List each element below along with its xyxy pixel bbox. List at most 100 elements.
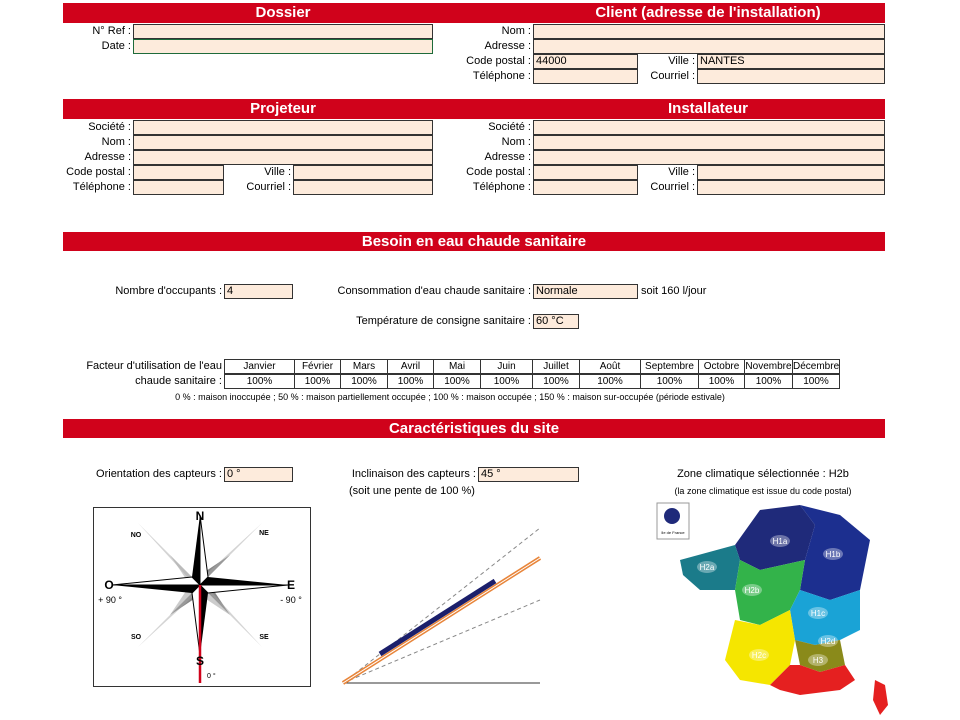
field-label: Téléphone : [472,70,531,82]
zone-label: H1b [826,550,841,559]
field-label: Téléphone : [472,181,531,193]
field-label: Courriel : [246,181,291,193]
field-label: Ville : [668,166,695,178]
section-bar [63,99,885,119]
zone-badge [749,649,769,661]
input-field [133,135,433,150]
input-field [133,150,433,165]
month-header: Août [579,359,641,374]
zone-label: H2b [745,586,760,595]
field-value: 0 ° [224,467,293,482]
input-field [293,165,433,180]
input-field [697,165,885,180]
field-label: Nom : [101,136,131,148]
field-label: Température de consigne sanitaire : [356,315,531,327]
input-field [293,180,433,195]
text: 0 % : maison inoccupée ; 50 % : maison p… [175,392,725,402]
zone-label: H1a [773,537,788,546]
field-label: Inclinaison des capteurs : [351,468,476,480]
section-title: Installateur [667,100,749,117]
usage-factor: 100% [480,374,533,389]
field-value: 60 °C [533,314,579,329]
section-bar [63,419,885,438]
compass-angle: + 90 ° [98,595,122,605]
text: (soit une pente de 100 %) [349,485,475,497]
month-header: Février [294,359,341,374]
zone-badge [818,635,838,647]
zone-label: H3 [813,656,824,665]
month-header: Juin [480,359,533,374]
month-header: Novembre [744,359,793,374]
compass-label: N [196,509,205,523]
field-label: Date : [101,40,131,52]
input-field [533,150,885,165]
field-label: Nombre d'occupants : [115,285,222,297]
month-header: Mai [433,359,481,374]
zone-badge [697,561,717,573]
field-label: chaude sanitaire : [135,375,222,387]
zone-badge [823,548,843,560]
usage-factor: 100% [294,374,341,389]
text: Zone climatique sélectionnée : H2b [677,468,849,480]
month-header: Juillet [532,359,580,374]
field-label: Nom : [501,25,531,37]
input-field [133,165,224,180]
zone-label: H1c [811,609,825,618]
zone-label: H2d [821,637,836,646]
section-title: Dossier [255,4,311,21]
compass-angle: - 90 ° [280,595,302,605]
map-inset-label: Ile de France [661,530,685,535]
month-header: Avril [387,359,434,374]
input-field [697,69,885,84]
field-label: Ville : [264,166,291,178]
input-field [133,24,433,39]
field-label: N° Ref : [92,25,131,37]
field-value: 45 ° [478,467,579,482]
input-field [533,120,885,135]
input-field [133,39,433,54]
zone-label: H2c [752,651,766,660]
field-label: Adresse : [484,40,531,52]
field-value: Normale [533,284,638,299]
field-label: Adresse : [84,151,131,163]
field-label: Adresse : [484,151,531,163]
input-field [533,135,885,150]
usage-factor: 100% [340,374,388,389]
compass-label: NO [131,532,142,539]
compass: N NE E SE S SO O NO + 90 ° - 90 ° 0 ° [93,507,311,687]
field-label: Courriel : [650,70,695,82]
month-header: Mars [340,359,388,374]
section-title: Caractéristiques du site [388,420,560,437]
field-label: Courriel : [650,181,695,193]
usage-factor: 100% [640,374,699,389]
zone-badge [808,654,828,666]
field-label: Facteur d'utilisation de l'eau [86,360,222,372]
field-label: Consommation d'eau chaude sanitaire : [337,285,532,297]
compass-angle: 0 ° [207,672,216,680]
field-label: Société : [488,121,531,133]
input-field [133,180,224,195]
compass-label: O [104,578,113,592]
month-header: Octobre [698,359,745,374]
compass-label: NE [259,530,269,537]
month-header: Janvier [224,359,295,374]
usage-factor: 100% [224,374,295,389]
field-value: NANTES [697,54,885,69]
usage-factor: 100% [744,374,793,389]
usage-factor: 100% [579,374,641,389]
field-label: Code postal : [466,166,531,178]
field-label: Téléphone : [72,181,131,193]
climate-map: Ile de France H1a H1b H1c H2a H2b H2c H2d H3 [656,502,888,715]
section-title: Besoin en eau chaude sanitaire [361,233,587,250]
month-header: Décembre [792,359,840,374]
compass-label: E [287,578,295,592]
month-header: Septembre [640,359,699,374]
slope-diagram [341,527,542,685]
input-field [533,39,885,54]
field-label: Code postal : [66,166,131,178]
zone-badge [742,584,762,596]
field-label: Nom : [501,136,531,148]
usage-factor: 100% [792,374,840,389]
usage-factor: 100% [698,374,745,389]
